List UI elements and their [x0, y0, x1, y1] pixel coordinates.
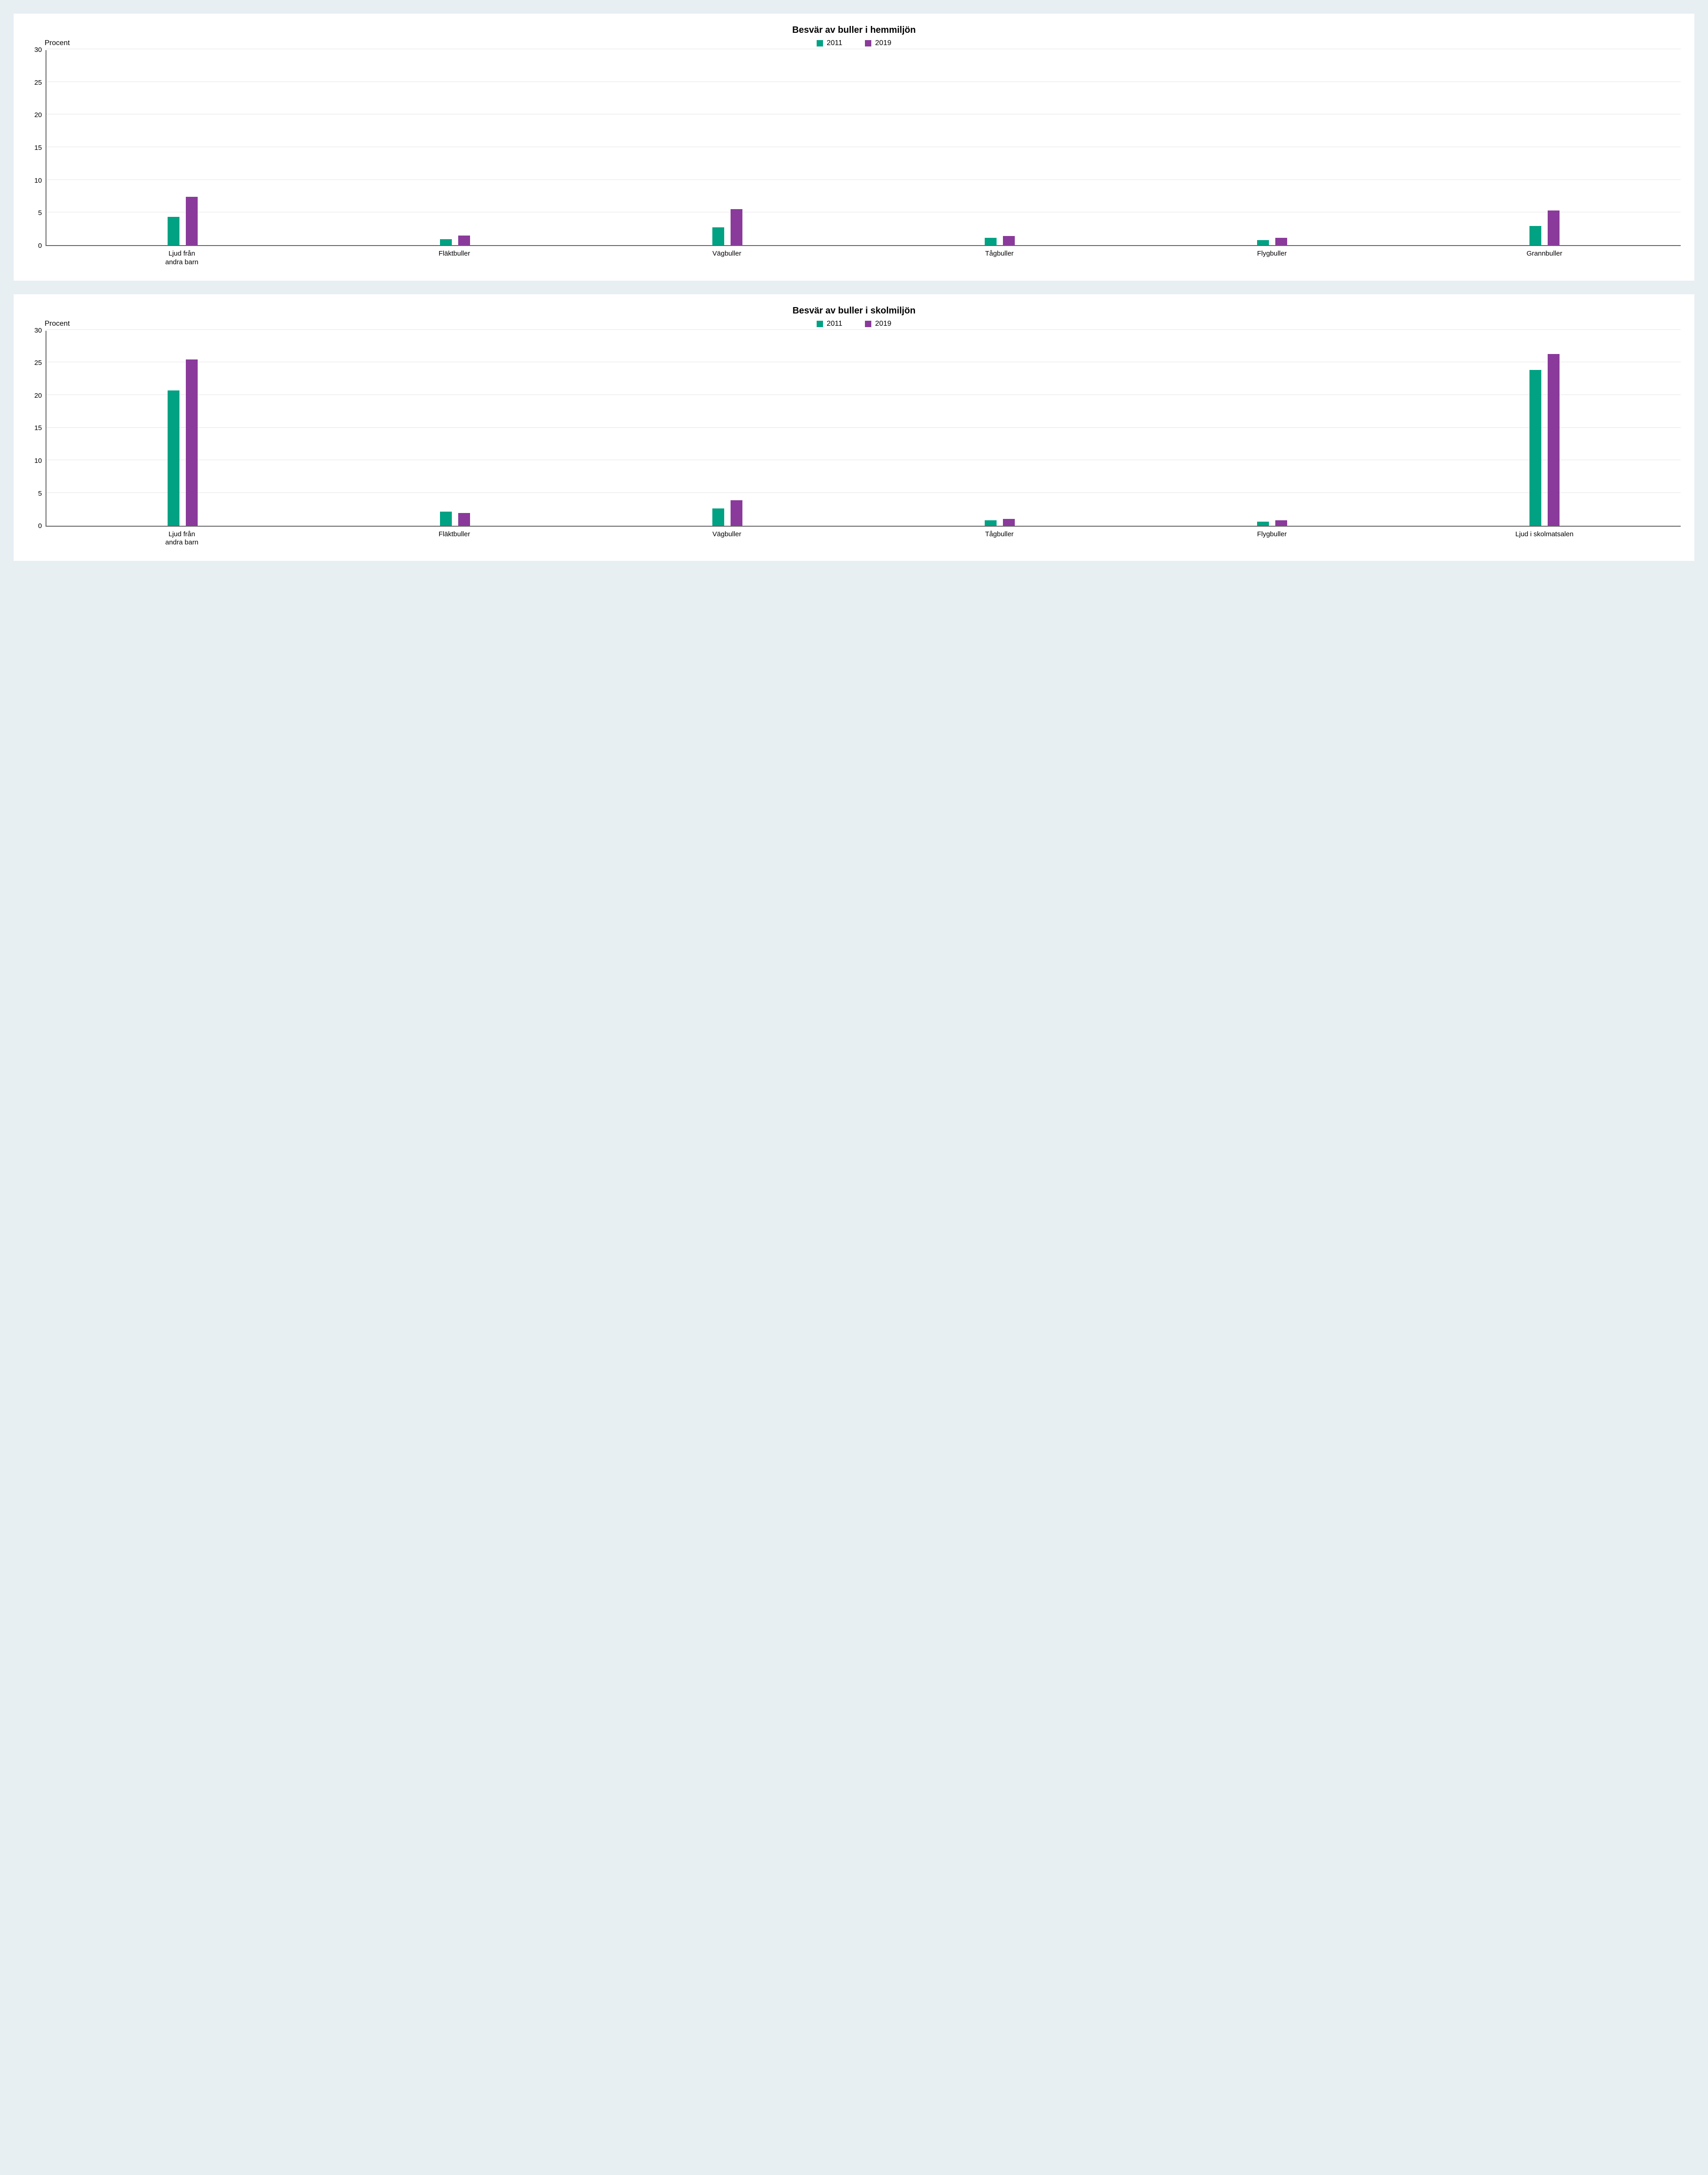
bar — [1529, 226, 1541, 245]
legend-row: Procent 2011 2019 — [27, 39, 1681, 47]
x-label: Ljud frånandra barn — [46, 246, 318, 267]
bar-group — [46, 331, 319, 526]
chart-card-0: Besvär av buller i hemmiljön Procent 2011 2… — [14, 14, 1694, 281]
legend-item-2019: 2019 — [865, 320, 891, 328]
plot-wrap: 302520151050 — [27, 50, 1681, 246]
y-axis-label: Procent — [45, 39, 70, 47]
plot-area — [46, 50, 1681, 246]
bar — [1548, 354, 1560, 526]
bar-group — [1408, 331, 1681, 526]
bar — [1003, 519, 1015, 525]
legend-label: 2019 — [875, 39, 891, 47]
legend-swatch — [817, 321, 823, 327]
plot-area — [46, 331, 1681, 527]
x-label: Vägbuller — [591, 246, 863, 267]
bar-group — [591, 331, 864, 526]
plot-wrap: 302520151050 — [27, 331, 1681, 527]
legend-swatch — [865, 40, 871, 46]
x-label: Flygbuller — [1135, 527, 1408, 548]
bar — [440, 239, 452, 245]
x-label: Fläktbuller — [318, 246, 590, 267]
legend-item-2011: 2011 — [817, 320, 842, 328]
bar-group — [864, 331, 1136, 526]
bar — [1257, 240, 1269, 245]
x-label: Vägbuller — [591, 527, 863, 548]
bar-group — [1408, 50, 1681, 245]
x-axis-spacer — [27, 527, 46, 548]
x-label: Tågbuller — [863, 527, 1135, 548]
bar-group — [1136, 50, 1408, 245]
bar-group — [591, 50, 864, 245]
bar — [731, 209, 742, 245]
bar — [458, 513, 470, 525]
legend-row: Procent 2011 2019 — [27, 320, 1681, 328]
bars-layer — [46, 50, 1681, 245]
x-label: Tågbuller — [863, 246, 1135, 267]
bar — [731, 500, 742, 526]
bar-group — [319, 331, 591, 526]
bar — [1275, 520, 1287, 525]
bar — [1003, 236, 1015, 245]
gridline — [46, 329, 1681, 330]
x-label: Fläktbuller — [318, 527, 590, 548]
legend-item-2011: 2011 — [817, 39, 842, 47]
legend-label: 2011 — [827, 39, 842, 47]
y-axis: 302520151050 — [27, 331, 46, 527]
bar — [1257, 522, 1269, 526]
bar — [1548, 210, 1560, 245]
bar — [168, 217, 179, 245]
bar — [1529, 370, 1541, 525]
x-label: Ljud frånandra barn — [46, 527, 318, 548]
chart-title: Besvär av buller i skolmiljön — [27, 306, 1681, 316]
chart-card-1: Besvär av buller i skolmiljön Procent 2011… — [14, 294, 1694, 561]
bar — [186, 359, 198, 525]
x-axis: Ljud frånandra barnFläktbullerVägbullerT… — [27, 527, 1681, 548]
x-label: Flygbuller — [1135, 246, 1408, 267]
y-axis: 302520151050 — [27, 50, 46, 246]
legend-label: 2019 — [875, 320, 891, 328]
bar — [1275, 238, 1287, 245]
chart-title: Besvär av buller i hemmiljön — [27, 25, 1681, 36]
x-axis-spacer — [27, 246, 46, 267]
x-axis-labels: Ljud frånandra barnFläktbullerVägbullerT… — [46, 527, 1681, 548]
bar-group — [319, 50, 591, 245]
bar-group — [46, 50, 319, 245]
bar — [186, 197, 198, 245]
bars-layer — [46, 331, 1681, 526]
x-axis-labels: Ljud frånandra barnFläktbullerVägbullerT… — [46, 246, 1681, 267]
bar-group — [864, 50, 1136, 245]
legend-item-2019: 2019 — [865, 39, 891, 47]
bar — [712, 508, 724, 525]
bar-group — [1136, 331, 1408, 526]
bar — [985, 520, 997, 525]
x-label: Grannbuller — [1408, 246, 1681, 267]
bar — [458, 236, 470, 246]
bar — [712, 227, 724, 245]
legend-label: 2011 — [827, 320, 842, 328]
bar — [168, 390, 179, 526]
y-axis-label: Procent — [45, 320, 70, 328]
x-label: Ljud i skolmatsalen — [1408, 527, 1681, 548]
x-axis: Ljud frånandra barnFläktbullerVägbullerT… — [27, 246, 1681, 267]
bar — [985, 238, 997, 245]
bar — [440, 512, 452, 525]
legend-swatch — [817, 40, 823, 46]
legend-swatch — [865, 321, 871, 327]
